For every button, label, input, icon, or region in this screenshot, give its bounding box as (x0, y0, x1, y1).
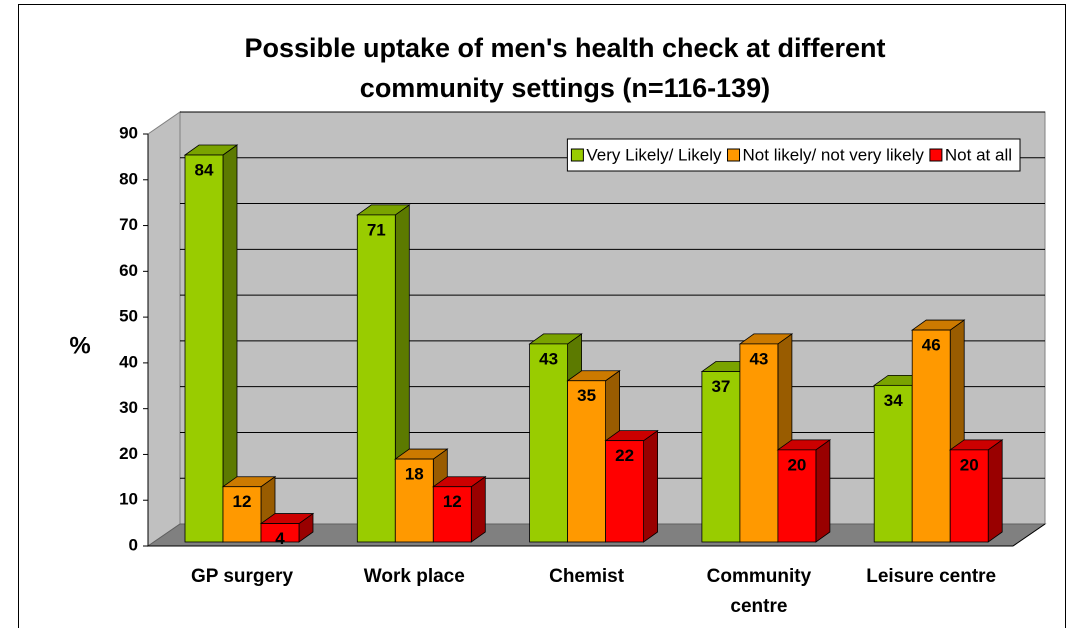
bar (777, 449, 817, 543)
data-label: 20 (960, 455, 979, 474)
data-label: 12 (233, 492, 252, 511)
bar (222, 486, 262, 543)
y-tick-label: 20 (119, 444, 138, 463)
bar (949, 449, 989, 543)
x-tick-label: Community centre (706, 566, 812, 617)
y-tick-label: 60 (119, 261, 138, 280)
legend-swatch (570, 148, 584, 162)
bar-side (987, 439, 1003, 543)
bar (394, 458, 434, 543)
data-label: 37 (711, 377, 730, 396)
legend-swatch (929, 148, 943, 162)
bar (873, 384, 913, 543)
legend-swatch (727, 148, 741, 162)
bar (739, 343, 779, 543)
data-label: 35 (577, 386, 596, 405)
y-axis-label: % (69, 332, 90, 359)
data-label: 71 (367, 220, 386, 239)
x-axis-end (1012, 523, 1046, 547)
data-label: 43 (749, 349, 768, 368)
legend (566, 138, 1021, 172)
x-tick-label: GP surgery (190, 566, 294, 587)
bar-side (815, 439, 831, 543)
legend-label: Not likely/ not very likely (743, 145, 925, 164)
side-wall (147, 111, 181, 547)
bar (701, 371, 741, 543)
bar-side (643, 429, 658, 543)
bar (432, 486, 472, 543)
legend-label: Very Likely/ Likely (586, 145, 722, 164)
y-tick-label: 70 (119, 215, 138, 234)
bar (567, 380, 606, 543)
bar (260, 523, 300, 543)
bar (605, 440, 644, 543)
legend-label: Not at all (945, 145, 1012, 164)
y-tick-label: 80 (119, 169, 138, 188)
x-tick-label: Leisure centre (866, 566, 997, 587)
data-label: 84 (195, 160, 214, 179)
bar (529, 343, 568, 543)
y-tick-label: 90 (119, 123, 138, 142)
x-tick-label: Work place (363, 566, 465, 587)
data-label: 12 (443, 492, 462, 511)
x-tick-label: Chemist (549, 566, 625, 587)
y-tick-label: 30 (119, 398, 138, 417)
data-label: 46 (922, 336, 941, 355)
data-label: 20 (787, 455, 806, 474)
y-tick-label: 10 (119, 490, 138, 509)
bar (184, 154, 224, 543)
bar-side (470, 475, 486, 543)
data-label: 4 (275, 529, 285, 548)
data-label: 18 (405, 465, 424, 484)
data-label: 43 (539, 349, 558, 368)
y-tick-label: 50 (119, 307, 138, 326)
bar (911, 329, 951, 543)
chart-title: Possible uptake of men's health check at… (244, 33, 886, 103)
bar (356, 214, 396, 543)
y-tick-label: 40 (119, 352, 138, 371)
data-label: 22 (615, 446, 634, 465)
data-label: 34 (884, 391, 903, 410)
y-tick-label: 0 (129, 535, 138, 554)
